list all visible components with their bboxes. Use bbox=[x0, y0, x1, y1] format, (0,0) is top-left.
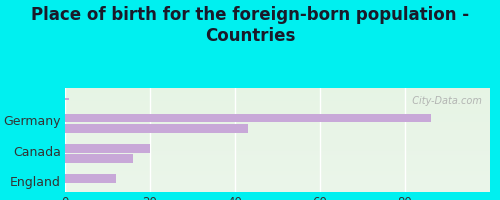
Bar bbox=[65, 154, 133, 163]
Text: Place of birth for the foreign-born population -
Countries: Place of birth for the foreign-born popu… bbox=[31, 6, 469, 45]
Text: City-Data.com: City-Data.com bbox=[406, 96, 481, 106]
Bar bbox=[65, 98, 69, 100]
Bar bbox=[65, 144, 150, 153]
Bar bbox=[65, 114, 430, 122]
Bar bbox=[65, 124, 248, 133]
Bar bbox=[65, 174, 116, 183]
